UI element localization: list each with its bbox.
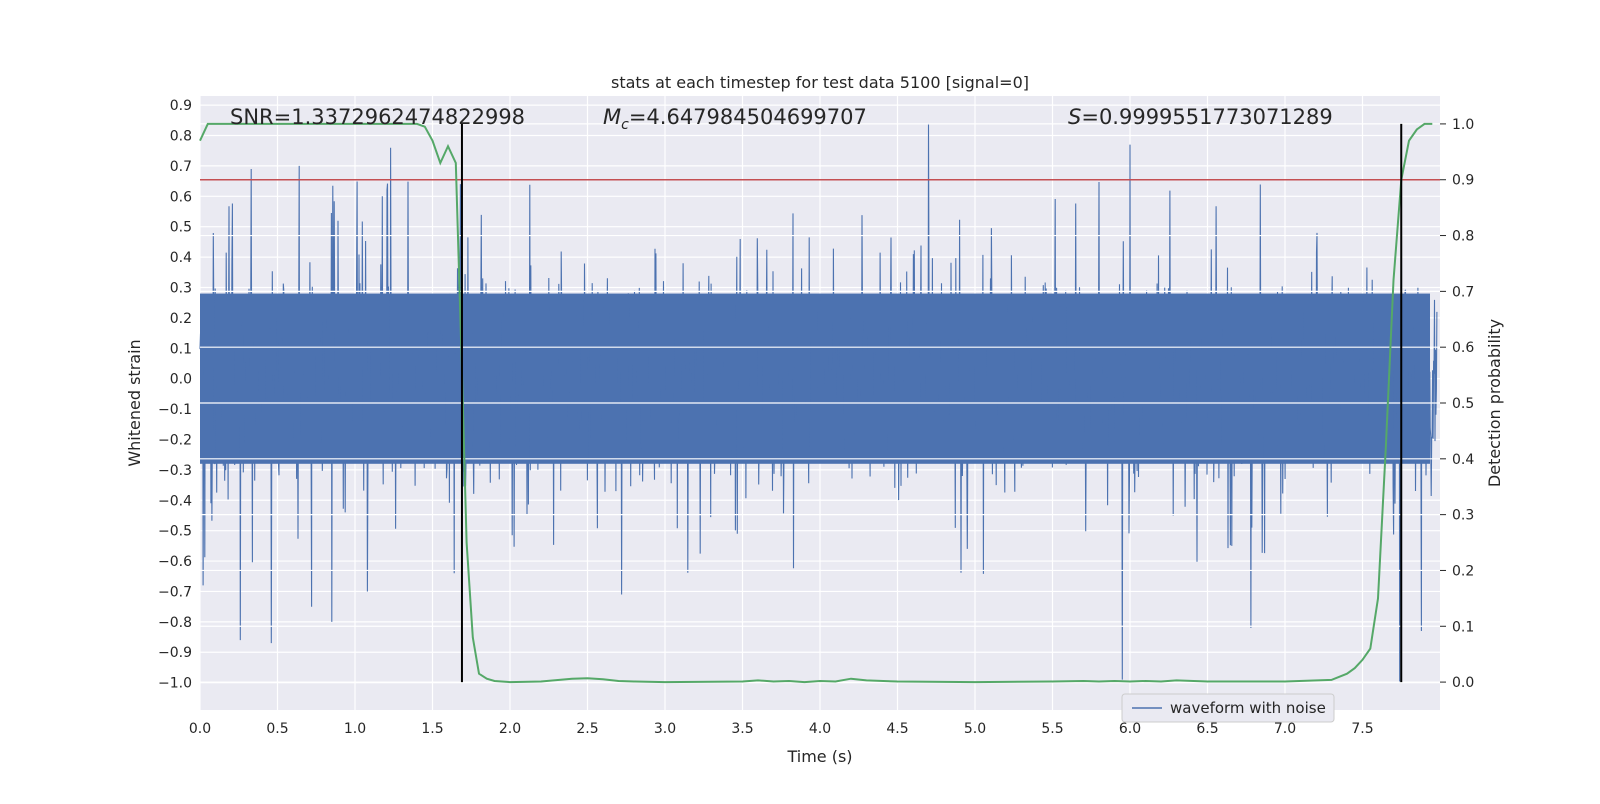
x-tick-label: 3.0 bbox=[654, 721, 676, 737]
left-y-tick-label: −0.6 bbox=[158, 554, 192, 570]
left-y-tick-label: −0.4 bbox=[158, 493, 192, 509]
left-y-tick-label: −0.7 bbox=[158, 584, 192, 600]
detection-statistic-annotation: S=0.9999551773071289 bbox=[1068, 105, 1333, 129]
right-y-tick-label: 0.3 bbox=[1452, 508, 1474, 524]
right-y-tick-label: 1.0 bbox=[1452, 117, 1474, 133]
right-y-tick-label: 0.5 bbox=[1452, 396, 1474, 412]
left-y-tick-label: 0.9 bbox=[170, 98, 192, 114]
vertical-marker-lines bbox=[460, 123, 1403, 683]
right-y-tick-label: 0.0 bbox=[1452, 675, 1474, 691]
chirp-mass-subscript: c bbox=[621, 117, 629, 133]
left-y-tick-label: 0.5 bbox=[170, 220, 192, 236]
x-tick-label: 7.5 bbox=[1351, 721, 1373, 737]
right-y-axis-label: Detection probability bbox=[1485, 319, 1504, 487]
x-tick-label: 7.0 bbox=[1274, 721, 1296, 737]
waveform-line bbox=[199, 123, 1438, 683]
left-y-tick-label: 0.3 bbox=[170, 280, 192, 296]
right-y-tick-label: 0.9 bbox=[1452, 173, 1474, 189]
x-axis-ticks: 0.0 0.5 1.0 1.5 2.0 2.5 3.0 3.5 4.0 4.5 5.0 5.5 6.0 6… bbox=[189, 721, 1374, 737]
left-y-tick-label: −1.0 bbox=[158, 676, 192, 692]
x-tick-label: 3.5 bbox=[731, 721, 753, 737]
x-tick-label: 1.0 bbox=[344, 721, 366, 737]
chart-title: stats at each timestep for test data 510… bbox=[611, 73, 1029, 92]
left-y-tick-label: 0.6 bbox=[170, 189, 192, 205]
chirp-mass-value: =4.647984504699707 bbox=[629, 105, 867, 129]
right-y-tick-label: 0.1 bbox=[1452, 619, 1474, 635]
x-tick-label: 0.5 bbox=[266, 721, 288, 737]
x-tick-label: 4.5 bbox=[886, 721, 908, 737]
left-y-tick-label: 0.0 bbox=[170, 372, 192, 388]
x-tick-label: 5.5 bbox=[1041, 721, 1063, 737]
legend-label: waveform with noise bbox=[1170, 699, 1326, 717]
left-y-axis-label: Whitened strain bbox=[125, 339, 144, 466]
detection-statistic-value: =0.9999551773071289 bbox=[1081, 105, 1332, 129]
right-y-tick-label: 0.6 bbox=[1452, 340, 1474, 356]
left-y-tick-label: −0.5 bbox=[158, 524, 192, 540]
waveform-series bbox=[199, 123, 1438, 683]
snr-annotation: SNR=1.3372962474822998 bbox=[230, 105, 525, 129]
left-y-tick-label: 0.7 bbox=[170, 159, 192, 175]
right-y-tick-label: 0.4 bbox=[1452, 452, 1474, 468]
left-y-tick-label: −0.9 bbox=[158, 645, 192, 661]
left-y-tick-label: −0.3 bbox=[158, 463, 192, 479]
x-tick-label: 4.0 bbox=[809, 721, 831, 737]
x-tick-label: 6.0 bbox=[1119, 721, 1141, 737]
detection-probability-line bbox=[199, 122, 1433, 684]
x-tick-label: 5.0 bbox=[964, 721, 986, 737]
left-y-tick-label: 0.1 bbox=[170, 341, 192, 357]
left-y-tick-label: −0.1 bbox=[158, 402, 192, 418]
x-tick-label: 2.5 bbox=[576, 721, 598, 737]
right-y-tick-label: 0.7 bbox=[1452, 284, 1474, 300]
x-tick-label: 6.5 bbox=[1196, 721, 1218, 737]
x-axis-label: Time (s) bbox=[786, 747, 852, 766]
right-y-tick-label: 0.2 bbox=[1452, 563, 1474, 579]
left-y-tick-label: 0.8 bbox=[170, 129, 192, 145]
right-y-tick-label: 0.8 bbox=[1452, 229, 1474, 245]
left-y-tick-label: −0.8 bbox=[158, 615, 192, 631]
left-y-axis-ticks: 0.9 0.8 0.7 0.6 0.5 0.4 0.3 0.2 0.1 0.0 −0.1 −0.2 −0… bbox=[158, 98, 192, 692]
x-tick-label: 1.5 bbox=[421, 721, 443, 737]
right-y-axis-ticks: 1.0 0.9 0.8 0.7 0.6 0.5 0.4 0.3 0.2 0.1 0.0 bbox=[1440, 117, 1474, 691]
x-tick-label: 2.0 bbox=[499, 721, 521, 737]
detection-statistic-symbol: S bbox=[1068, 105, 1081, 129]
left-y-tick-label: 0.2 bbox=[170, 311, 192, 327]
x-tick-label: 0.0 bbox=[189, 721, 211, 737]
legend-box bbox=[1121, 693, 1335, 723]
legend: waveform with noise bbox=[1121, 693, 1335, 723]
left-y-tick-label: 0.4 bbox=[170, 250, 192, 266]
left-y-tick-label: −0.2 bbox=[158, 432, 192, 448]
chirp-mass-annotation: Mc=4.647984504699707 bbox=[603, 105, 867, 133]
chirp-mass-symbol: M bbox=[603, 105, 621, 129]
